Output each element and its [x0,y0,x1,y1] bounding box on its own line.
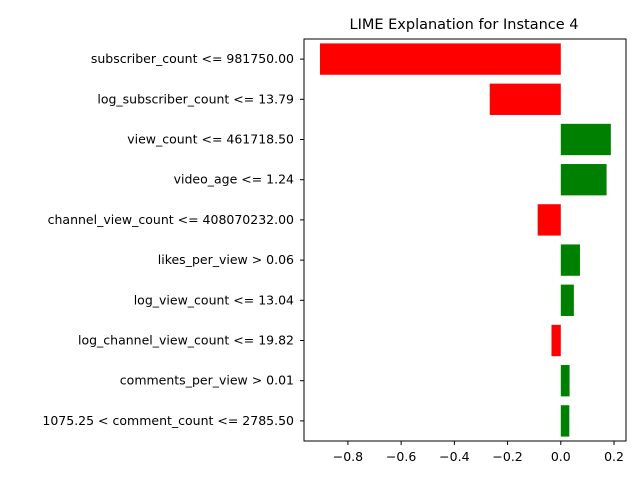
plot-area-frame [303,38,627,442]
bar-10 [560,405,570,437]
y-tick-label-10: 1075.25 < comment_count <= 2785.50 [42,413,294,428]
x-ticks-group: −0.8 −0.6 −0.4 −0.2 0.0 0.2 [333,441,624,464]
x-tick-label-1: −0.8 [333,449,363,464]
bar-9 [560,365,570,397]
y-tick-label-9: comments_per_view > 0.01 [120,373,294,388]
bar-5 [537,204,561,236]
y-tick-label-6: likes_per_view > 0.06 [158,252,294,267]
x-tick-label-4: −0.2 [492,449,522,464]
bar-1 [319,43,561,75]
y-tick-labels-group: subscriber_count <= 981750.00 log_subscri… [42,51,304,428]
bar-4 [560,164,607,196]
bar-6 [560,244,580,276]
bars-group [319,43,611,437]
y-tick-label-7: log_view_count <= 13.04 [134,292,294,307]
x-tick-label-6: 0.2 [604,449,624,464]
y-tick-label-8: log_channel_view_count <= 19.82 [78,333,294,348]
x-tick-label-3: −0.4 [439,449,469,464]
y-tick-label-1: subscriber_count <= 981750.00 [91,51,294,66]
y-tick-label-4: video_age <= 1.24 [174,172,294,187]
y-tick-label-2: log_subscriber_count <= 13.79 [97,91,294,106]
y-tick-label-5: channel_view_count <= 408070232.00 [48,212,294,227]
x-tick-label-5: 0.0 [551,449,571,464]
chart-title: LIME Explanation for Instance 4 [349,17,578,33]
bar-7 [560,284,574,316]
x-tick-label-2: −0.6 [386,449,416,464]
bar-2 [489,83,561,115]
bar-3 [560,123,611,156]
y-tick-label-3: view_count <= 461718.50 [127,132,294,147]
bar-8 [551,324,561,357]
